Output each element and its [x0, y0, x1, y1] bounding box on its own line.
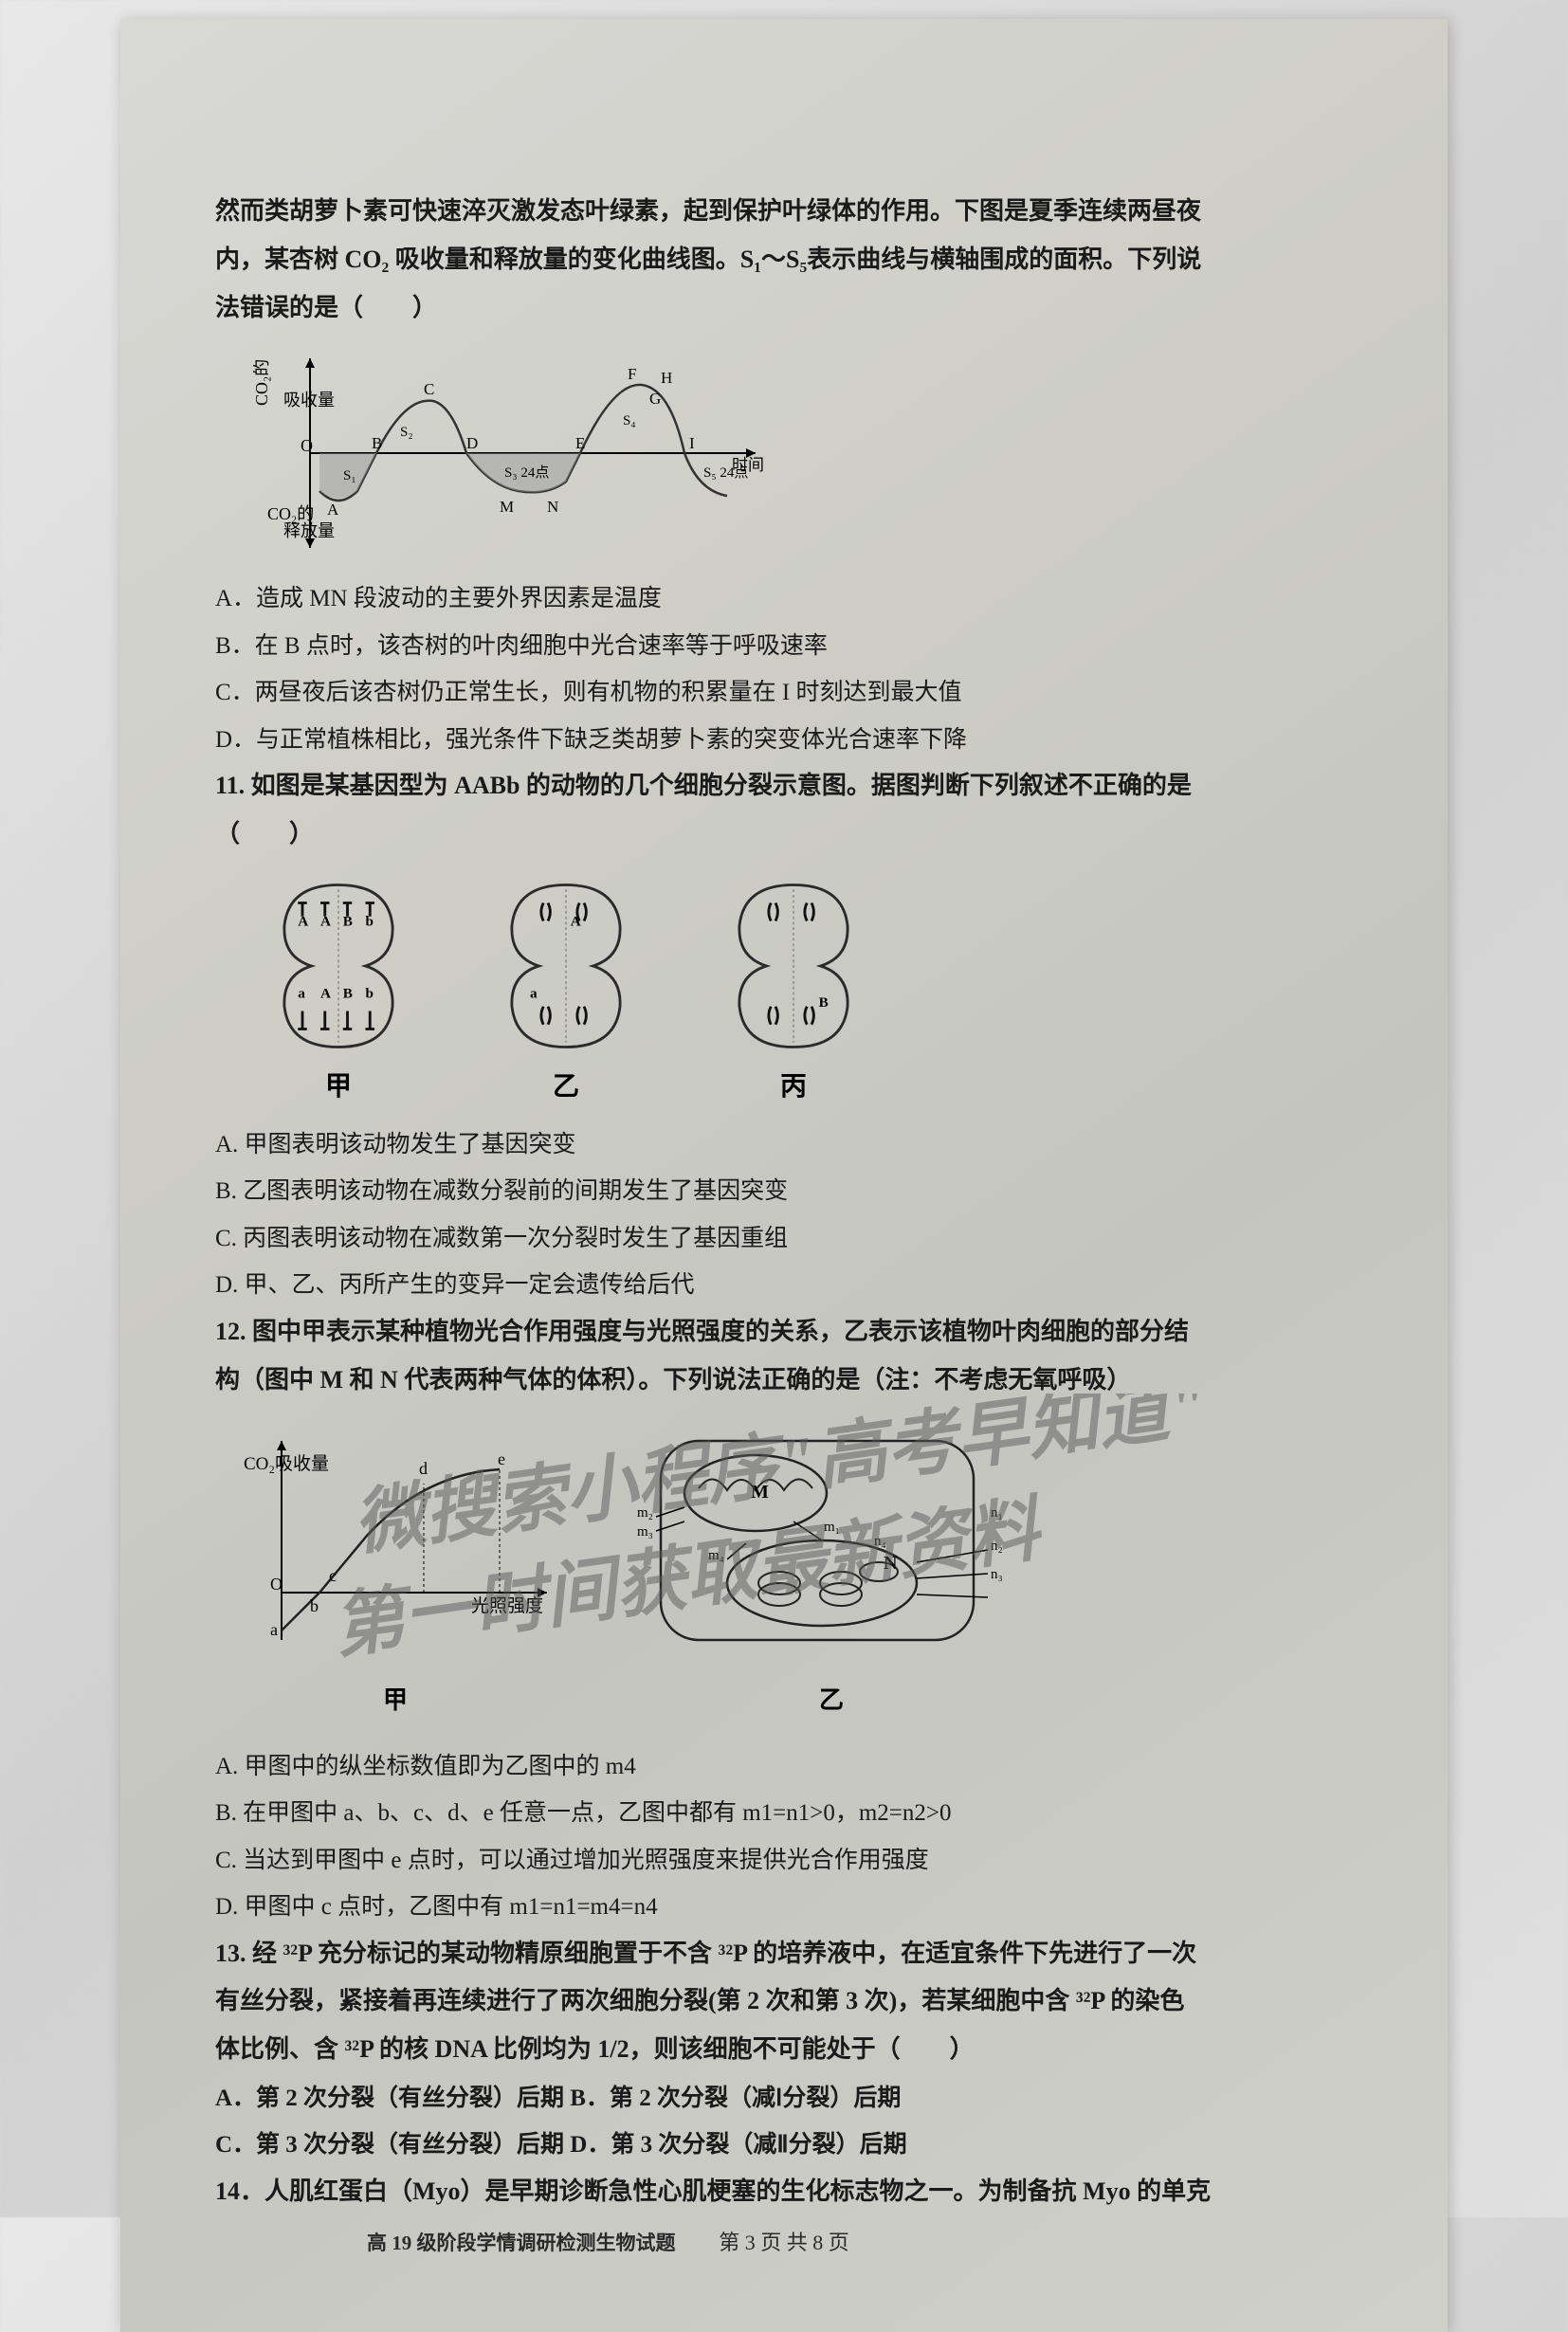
q10-intro-2: 内，某杏树 CO₂ 吸收量和释放量的变化曲线图。S₁～S₅表示曲线与横轴围成的面… [215, 238, 1353, 282]
q14-line-1: 14．人肌红蛋白（Myo）是早期诊断急性心肌梗塞的生化标志物之一。为制备抗 My… [215, 2170, 1353, 2214]
svg-text:吸收量: 吸收量 [283, 391, 335, 410]
svg-text:e: e [498, 1449, 505, 1468]
svg-text:S₄: S₄ [623, 413, 636, 428]
q11-opt-b: B. 乙图表明该动物在减数分裂前的间期发生了基因突变 [215, 1169, 1353, 1214]
exam-page: 然而类胡萝卜素可快速淬灭激发态叶绿素，起到保护叶绿体的作用。下图是夏季连续两昼夜… [120, 19, 1448, 2332]
q13-line-3: 体比例、含 ³²P 的核 DNA 比例均为 1/2，则该细胞不可能处于（ ） [215, 2028, 1353, 2072]
svg-text:S₁: S₁ [343, 468, 356, 483]
q11-blank: （ ） [215, 812, 1353, 857]
svg-text:O: O [301, 436, 313, 455]
svg-text:B: B [372, 434, 382, 452]
svg-text:m₂: m₂ [637, 1505, 653, 1521]
svg-text:C: C [424, 380, 434, 398]
svg-text:n₂: n₂ [991, 1539, 1003, 1554]
svg-text:d: d [419, 1459, 428, 1478]
q12-graphs: a b c d e O CO₂吸收量 光照强度 甲 M [234, 1422, 1353, 1716]
svg-text:A: A [571, 913, 581, 929]
svg-text:b: b [366, 985, 374, 1001]
q12-stem-1: 12. 图中甲表示某种植物光合作用强度与光照强度的关系，乙表示该植物叶肉细胞的部… [215, 1310, 1353, 1355]
svg-text:释放量: 释放量 [283, 521, 335, 540]
svg-text:n₁: n₁ [991, 1505, 1003, 1521]
svg-text:n₃: n₃ [991, 1567, 1003, 1582]
q12-stem-2: 构（图中 M 和 N 代表两种气体的体积）。下列说法正确的是（注：不考虑无氧呼吸… [215, 1358, 1353, 1403]
q10-opt-d: D．与正常植株相比，强光条件下缺乏类胡萝卜素的突变体光合速率下降 [215, 718, 1353, 763]
q11-opt-a: A. 甲图表明该动物发生了基因突变 [215, 1122, 1353, 1168]
svg-text:CO₂的: CO₂的 [267, 504, 314, 523]
svg-text:n₄: n₄ [874, 1534, 886, 1549]
cell-yi: A a 乙 [481, 876, 651, 1103]
q12-opt-c: C. 当达到甲图中 e 点时，可以通过增加光照强度来提供光合作用强度 [215, 1838, 1353, 1884]
svg-text:时间: 时间 [732, 456, 764, 474]
svg-text:B: B [819, 994, 829, 1011]
svg-text:M: M [751, 1482, 769, 1503]
svg-text:O: O [270, 1575, 283, 1594]
svg-text:a: a [270, 1620, 278, 1639]
svg-text:I: I [689, 434, 695, 452]
q13-opt-cd: C．第 3 次分裂（有丝分裂）后期 D．第 3 次分裂（减Ⅱ分裂）后期 [215, 2122, 1353, 2168]
svg-text:N: N [547, 498, 558, 516]
svg-text:CO₂吸收量: CO₂吸收量 [244, 1453, 329, 1474]
cell-yi-label: 乙 [553, 1066, 579, 1103]
cell-bing-label: 丙 [780, 1066, 807, 1103]
svg-text:E: E [575, 434, 585, 452]
svg-text:A: A [327, 501, 339, 519]
svg-text:m₄: m₄ [708, 1548, 724, 1563]
svg-text:B: B [343, 985, 353, 1001]
svg-text:M: M [500, 498, 514, 516]
q12-opt-b: B. 在甲图中 a、b、c、d、e 任意一点，乙图中都有 m1=n1>0，m2=… [215, 1791, 1353, 1836]
q13-opt-ab: A．第 2 次分裂（有丝分裂）后期 B．第 2 次分裂（减Ⅰ分裂）后期 [215, 2076, 1353, 2122]
q11-opt-c: C. 丙图表明该动物在减数第一次分裂时发生了基因重组 [215, 1216, 1353, 1262]
graph12-right-label: 乙 [632, 1681, 1030, 1716]
svg-text:S₃ 24点: S₃ 24点 [504, 465, 549, 481]
svg-text:m₁: m₁ [824, 1520, 840, 1535]
q12-graph-right: M N m₂ m₃ m₁ m₄ n₁ [632, 1422, 1030, 1716]
graph12-left-label: 甲 [234, 1681, 556, 1716]
svg-text:H: H [661, 369, 672, 387]
q10-opt-b: B．在 B 点时，该杏树的叶肉细胞中光合速率等于呼吸速率 [215, 624, 1353, 669]
q11-stem: 11. 如图是某基因型为 AABb 的动物的几个细胞分裂示意图。据图判断下列叙述… [215, 764, 1353, 809]
svg-text:CO₂的: CO₂的 [253, 359, 271, 406]
svg-text:光照强度: 光照强度 [471, 1595, 543, 1616]
svg-text:G: G [649, 390, 661, 408]
svg-text:D: D [466, 434, 478, 452]
q10-graph: CO₂的 吸收量 CO₂的 释放量 O A B C D E F G H I S₁… [253, 349, 775, 557]
q11-opt-d: D. 甲、乙、丙所产生的变异一定会遗传给后代 [215, 1263, 1353, 1308]
q12-opt-a: A. 甲图中的纵坐标数值即为乙图中的 m4 [215, 1744, 1353, 1790]
q12-opt-d: D. 甲图中 c 点时，乙图中有 m1=n1=m4=n4 [215, 1885, 1353, 1930]
q11-diagrams: A A B b a A B b 甲 [215, 876, 1353, 1103]
svg-text:F: F [628, 365, 636, 383]
svg-text:S₂: S₂ [400, 425, 413, 440]
q13-line-2: 有丝分裂，紧接着再连续进行了两次细胞分裂(第 2 次和第 3 次)，若某细胞中含… [215, 1979, 1353, 2024]
svg-text:c: c [329, 1566, 337, 1585]
q13-line-1: 13. 经 ³²P 充分标记的某动物精原细胞置于不含 ³²P 的培养液中，在适宜… [215, 1932, 1353, 1977]
cell-jia-label: 甲 [325, 1066, 352, 1103]
footer-center: 第 3 页 共 8 页 [120, 2226, 1448, 2256]
q10-intro-1: 然而类胡萝卜素可快速淬灭激发态叶绿素，起到保护叶绿体的作用。下图是夏季连续两昼夜 [215, 190, 1353, 234]
cell-bing: B 丙 [708, 876, 879, 1103]
q10-opt-a: A．造成 MN 段波动的主要外界因素是温度 [215, 576, 1353, 622]
q10-intro-3: 法错误的是（ ） [215, 286, 1353, 331]
svg-text:m₃: m₃ [637, 1524, 653, 1539]
q10-opt-c: C．两昼夜后该杏树仍正常生长，则有机物的积累量在 I 时刻达到最大值 [215, 670, 1353, 716]
q12-graph-left: a b c d e O CO₂吸收量 光照强度 甲 [234, 1422, 556, 1716]
svg-text:A: A [320, 985, 331, 1001]
cell-jia: A A B b a A B b 甲 [253, 876, 424, 1103]
svg-text:b: b [310, 1596, 319, 1615]
svg-text:N: N [884, 1553, 898, 1574]
svg-text:a: a [530, 985, 538, 1001]
svg-text:a: a [298, 985, 305, 1001]
